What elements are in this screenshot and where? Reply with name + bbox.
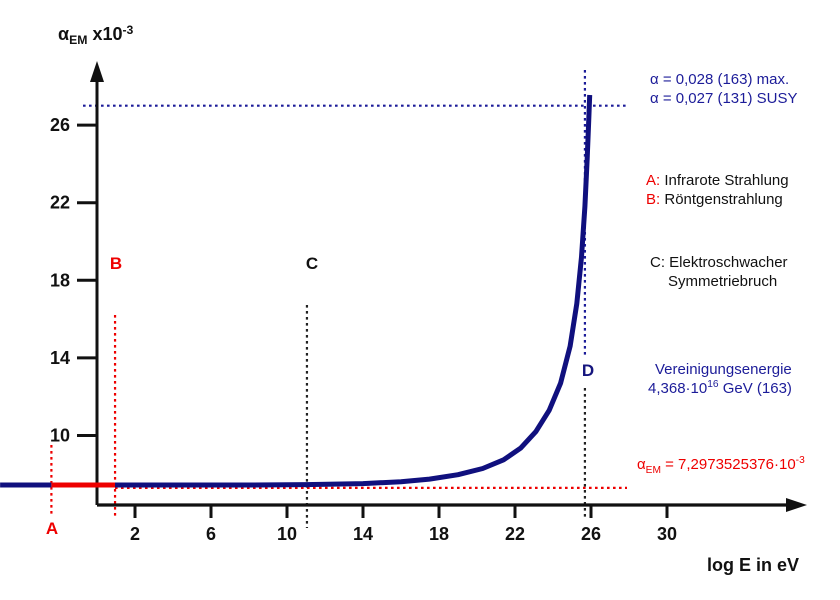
annotation-a-line: A: Infrarote Strahlung [646,172,789,189]
y-axis-arrowhead [90,61,104,82]
marker-label-B: B [109,254,123,273]
marker-label-C: C [305,254,319,273]
annotation-alpha-susy: α = 0,027 (131) SUSY [650,90,798,107]
annotation-unification-energy: Vereinigungsenergie 4,368·1016 GeV (163) [648,360,792,398]
annotation-unif-line2: 4,368·1016 GeV (163) [648,379,792,397]
x-tick-label: 22 [505,524,525,544]
y-axis-title: αEM x10-3 [58,23,134,47]
annotation-c-legend: C: Elektroschwacher Symmetriebruch [650,253,788,291]
marker-label-A: A [45,519,59,538]
x-axis-title: log E in eV [707,555,800,575]
annotation-c-line2: Symmetriebruch [668,273,778,290]
x-tick-label: 2 [130,524,140,544]
x-tick-label: 26 [581,524,601,544]
x-tick-label: 18 [429,524,449,544]
y-tick-label: 22 [50,193,70,213]
annotation-c-line1: C: Elektroschwacher [650,254,788,271]
x-axis-arrowhead [786,498,807,512]
curve-series-2 [115,94,593,488]
annotation-alpha-max: α = 0,028 (163) max. [650,71,790,88]
x-tick-label: 6 [206,524,216,544]
annotation-unif-line1: Vereinigungsenergie [655,361,792,378]
x-tick-label: 10 [277,524,297,544]
annotation-b-line: B: Röntgenstrahlung [646,191,783,208]
annotation-alpha-em-value: αEM = 7,2973525376·10-3 [637,455,805,476]
y-tick-label: 26 [50,115,70,135]
y-tick-label: 10 [50,426,70,446]
x-tick-label: 30 [657,524,677,544]
marker-label-D: D [581,361,595,380]
annotation-alpha-values: α = 0,028 (163) max. α = 0,027 (131) SUS… [650,70,798,108]
y-tick-label: 18 [50,270,70,290]
y-tick-label: 14 [50,348,70,368]
x-tick-label: 14 [353,524,373,544]
annotation-ab-legend: A: Infrarote Strahlung B: Röntgenstrahlu… [646,171,789,209]
